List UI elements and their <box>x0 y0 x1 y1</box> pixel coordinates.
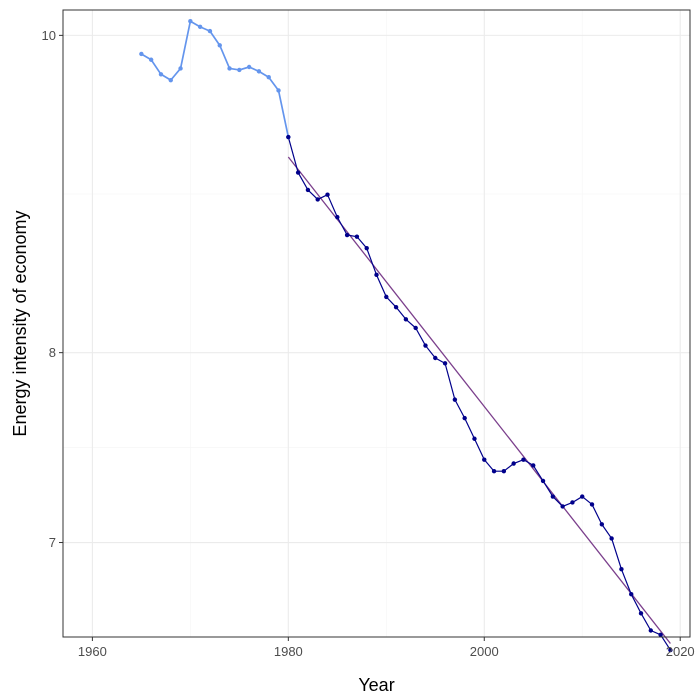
early-series-point <box>197 24 203 30</box>
later-series-point <box>403 317 409 322</box>
later-series-point <box>619 566 624 572</box>
early-series-point <box>178 66 183 71</box>
later-series-point <box>609 536 614 541</box>
later-series-point <box>638 611 644 616</box>
early-series-point <box>266 75 271 80</box>
later-series-point <box>599 522 605 527</box>
later-series-line <box>287 136 671 651</box>
later-series-point <box>413 325 418 331</box>
later-series-point <box>442 361 448 366</box>
x-tick-label: 2020 <box>666 644 695 659</box>
later-series-point <box>658 632 663 638</box>
later-series-point <box>462 415 467 421</box>
later-series-point <box>511 461 516 466</box>
early-series-point <box>276 88 281 93</box>
y-tick-label: 10 <box>42 28 56 43</box>
x-tick-label: 1980 <box>274 644 303 659</box>
x-axis-ticks: 1960 1980 2000 2020 <box>78 637 695 659</box>
later-series-point <box>580 494 585 499</box>
y-axis-ticks: 7 8 10 <box>42 28 63 550</box>
later-series-point <box>491 469 497 474</box>
later-series-point <box>629 592 634 597</box>
later-series-point <box>531 463 536 468</box>
later-series-point <box>344 232 350 238</box>
later-series-point <box>286 134 291 140</box>
later-series-point <box>540 478 546 484</box>
later-series-point <box>335 214 340 220</box>
trend-line <box>287 156 671 644</box>
major-gridlines <box>63 10 690 637</box>
later-series-point <box>295 170 301 175</box>
later-series-point <box>550 494 556 499</box>
later-series-point <box>315 197 320 202</box>
later-series-point <box>589 502 595 507</box>
later-series-point <box>472 436 477 441</box>
later-series-point <box>668 647 673 653</box>
y-tick-label: 7 <box>49 535 56 550</box>
data-points <box>139 19 673 653</box>
y-tick-label: 8 <box>49 345 56 360</box>
later-series-point <box>433 355 438 361</box>
early-series-line <box>140 20 290 138</box>
early-series-point <box>246 64 252 70</box>
early-series-point <box>217 43 222 48</box>
early-series-point <box>168 77 173 83</box>
later-series-point <box>521 457 526 462</box>
later-series-point <box>374 272 379 278</box>
later-series-point <box>354 234 360 239</box>
early-series-point <box>148 57 154 62</box>
later-series-point <box>393 304 399 310</box>
data-lines <box>140 20 671 651</box>
x-axis-title: Year <box>358 675 394 695</box>
minor-gridlines <box>63 10 690 637</box>
later-series-point <box>648 628 654 633</box>
early-series-point <box>188 19 193 24</box>
panel-border <box>62 9 691 638</box>
later-series-point <box>560 504 565 509</box>
later-series-point <box>452 397 458 402</box>
y-axis-title: Energy intensity of economy <box>10 210 30 436</box>
x-tick-label: 2000 <box>470 644 499 659</box>
later-series-point <box>305 187 311 193</box>
early-series-point <box>207 28 213 34</box>
later-series-point <box>364 245 369 251</box>
early-series-point <box>237 67 242 73</box>
later-series-point <box>570 500 575 505</box>
x-tick-label: 1960 <box>78 644 107 659</box>
early-series-point <box>139 51 144 57</box>
early-series-point <box>256 69 262 74</box>
later-series-point <box>384 294 389 300</box>
later-series-point <box>501 469 507 474</box>
later-series-point <box>482 457 487 462</box>
early-series-point <box>227 66 232 71</box>
later-series-point <box>325 192 330 197</box>
later-series-point <box>423 343 428 348</box>
early-series-point <box>158 72 164 77</box>
